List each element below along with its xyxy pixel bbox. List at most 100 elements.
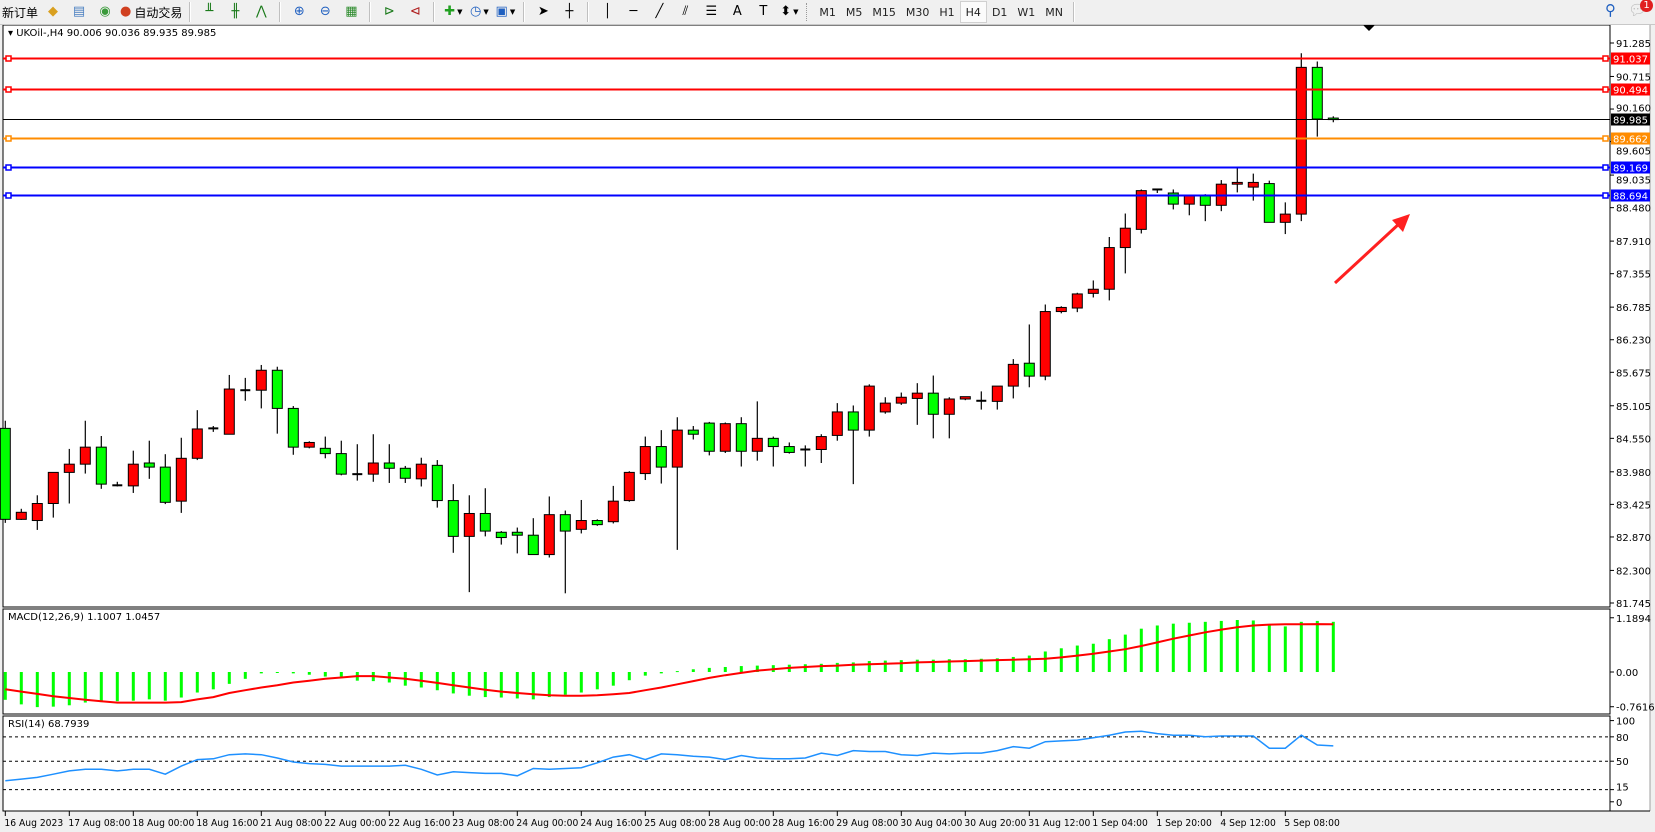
line-handle[interactable]: [1602, 86, 1609, 93]
crosshair-icon[interactable]: ┼: [565, 4, 574, 19]
candlestick-icon[interactable]: ╫: [231, 4, 240, 19]
macd-panel: [2, 608, 1611, 715]
new-indicator-icon[interactable]: ✚ ▼: [444, 4, 463, 19]
text-label-icon[interactable]: T: [759, 4, 768, 19]
macd-histogram-bar: [643, 672, 647, 676]
chart-shift-icon[interactable]: ⊲: [409, 4, 421, 19]
macd-tick-label: -0.7616: [1616, 703, 1655, 714]
vertical-line-icon[interactable]: │: [603, 4, 612, 19]
new-order-label: 新订单: [2, 5, 39, 20]
notifications-button[interactable]: 💬︎ 1: [1628, 0, 1653, 19]
price-tick-label: 83.425: [1616, 500, 1651, 511]
auto-trading-button[interactable]: ● 自动交易: [120, 1, 182, 23]
candle-body: [1183, 195, 1195, 205]
right-tools: ⚲ 💬︎ 1: [1604, 0, 1653, 19]
macd-histogram-bar: [1075, 645, 1079, 672]
line-handle[interactable]: [1602, 55, 1609, 62]
rsi-tick-label: 100: [1616, 717, 1635, 728]
time-tick-label: 22 Aug 00:00: [324, 818, 386, 829]
timeframe-m1[interactable]: M1: [819, 5, 836, 19]
macd-histogram-bar: [3, 672, 7, 700]
candle-body: [479, 512, 491, 532]
time-tick-label: 25 Aug 08:00: [644, 818, 706, 829]
candle-body: [383, 462, 395, 469]
trendline-icon[interactable]: ╱: [655, 4, 664, 19]
text-icon[interactable]: A: [732, 4, 742, 19]
annotation-arrow[interactable]: [1333, 221, 1402, 285]
equidistant-channel-icon[interactable]: ⫽: [682, 4, 689, 19]
price-line-label-bg: [1611, 52, 1650, 65]
signal-icon[interactable]: ◉: [99, 4, 111, 19]
line-handle[interactable]: [5, 55, 12, 62]
timeframe-w1[interactable]: W1: [1017, 5, 1036, 19]
macd-histogram-bar: [1027, 655, 1031, 672]
arrows-icon[interactable]: ⬍ ▼: [780, 4, 799, 19]
macd-tick-label: 0.00: [1616, 668, 1638, 679]
line-chart-icon[interactable]: ⋀: [256, 4, 267, 19]
macd-histogram-bar: [1011, 656, 1015, 672]
candle-body: [1295, 66, 1307, 215]
candle-body: [591, 520, 603, 526]
tile-windows-icon[interactable]: ▦: [345, 4, 358, 19]
timeframe-m15[interactable]: M15: [872, 5, 896, 19]
macd-histogram-bar: [803, 664, 807, 672]
toolbar-grip[interactable]: [806, 3, 810, 21]
periods-icon[interactable]: ◷ ▼: [470, 4, 489, 19]
timeframe-d1[interactable]: D1: [991, 5, 1008, 19]
chart-shift-marker[interactable]: [1363, 25, 1375, 31]
time-tick-label: 18 Aug 16:00: [196, 818, 258, 829]
timeframe-mn[interactable]: MN: [1045, 5, 1064, 19]
zoom-out-icon[interactable]: ⊖: [319, 4, 331, 19]
macd-histogram-bar: [83, 672, 87, 703]
macd-histogram-bar: [499, 672, 503, 698]
macd-histogram-bar: [131, 672, 135, 701]
candle-body: [1231, 181, 1243, 185]
line-handle[interactable]: [5, 192, 12, 199]
macd-histogram-bar: [755, 665, 759, 672]
auto-scroll-icon[interactable]: ⊳: [383, 4, 395, 19]
macd-histogram-bar: [1235, 620, 1239, 672]
line-handle[interactable]: [1602, 164, 1609, 171]
candle-body: [255, 369, 267, 391]
timeframe-m30[interactable]: M30: [905, 5, 930, 19]
new-order-button[interactable]: 新订单: [2, 1, 38, 23]
candle-body: [191, 428, 203, 459]
line-handle[interactable]: [5, 164, 12, 171]
bar-chart-icon[interactable]: ╨: [205, 4, 214, 19]
server-icon[interactable]: ▤: [72, 4, 86, 19]
macd-histogram-bar: [67, 672, 71, 706]
horizontal-line-icon[interactable]: ─: [629, 4, 638, 19]
candle-body: [1119, 227, 1131, 249]
line-handle[interactable]: [5, 135, 12, 142]
candle-body: [287, 407, 299, 448]
book-icon[interactable]: ◆: [48, 4, 59, 19]
cursor-icon[interactable]: ➤: [537, 4, 549, 19]
separator: [587, 2, 590, 22]
candle-body: [79, 446, 91, 465]
price-line-label: 91.037: [1613, 55, 1648, 66]
timeframe-h4[interactable]: H4: [959, 1, 987, 23]
auto-trading-icon: ●: [120, 4, 132, 19]
line-handle[interactable]: [1602, 192, 1609, 199]
time-tick-label: 4 Sep 12:00: [1220, 818, 1275, 829]
fibonacci-icon[interactable]: ☰: [705, 4, 718, 19]
timeframe-h1[interactable]: H1: [939, 5, 955, 19]
zoom-in-icon[interactable]: ⊕: [293, 4, 305, 19]
macd-histogram-bar: [739, 666, 743, 672]
price-tick-label: 91.285: [1616, 39, 1651, 50]
templates-icon[interactable]: ▣ ▼: [495, 4, 516, 19]
time-tick-label: 23 Aug 08:00: [452, 818, 514, 829]
search-icon[interactable]: ⚲: [1604, 1, 1616, 19]
line-handle[interactable]: [1602, 135, 1609, 142]
separator: [369, 2, 372, 22]
timeframe-m5[interactable]: M5: [845, 5, 863, 19]
candle-body: [399, 467, 411, 479]
line-handle[interactable]: [5, 86, 12, 93]
rsi-tick-label: 15: [1616, 783, 1629, 794]
candle-body: [575, 520, 587, 530]
price-line-label-bg: [1611, 161, 1650, 174]
candle-body: [159, 466, 171, 503]
separator: [1073, 2, 1076, 22]
rsi-tick-label: 50: [1616, 757, 1629, 768]
